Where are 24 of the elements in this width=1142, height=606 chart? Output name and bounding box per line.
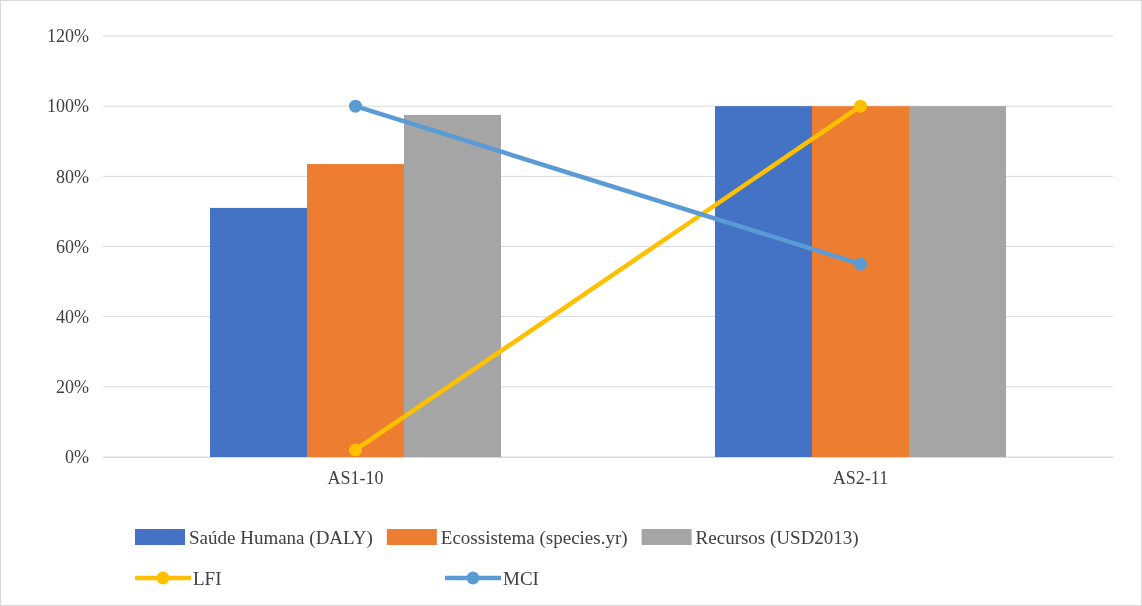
bar (812, 106, 909, 457)
y-tick-label: 80% (56, 166, 89, 187)
bar (210, 207, 307, 457)
y-tick-label: 0% (65, 447, 89, 468)
legend-label: MCI (503, 567, 539, 589)
legend-label: LFI (193, 567, 222, 589)
point (854, 257, 867, 271)
bar (404, 114, 501, 457)
bar (307, 164, 404, 457)
y-tick-label: 20% (56, 377, 89, 398)
point (349, 443, 362, 457)
y-tick-label: 60% (56, 236, 89, 257)
x-tick-label: AS1-10 (327, 467, 384, 488)
legend-label: Ecossistema (species.yr) (440, 526, 628, 549)
bar (909, 106, 1006, 457)
y-tick-label: 120% (47, 26, 89, 47)
legend-label: Saúde Humana (DALY) (189, 526, 373, 549)
x-tick-label: AS2-11 (832, 467, 889, 488)
y-tick-label: 40% (56, 306, 89, 327)
point (854, 99, 867, 113)
bar (715, 106, 812, 457)
point (349, 99, 362, 113)
y-tick-label: 100% (47, 96, 89, 117)
legend-label: Recursos (USD2013) (695, 526, 859, 549)
